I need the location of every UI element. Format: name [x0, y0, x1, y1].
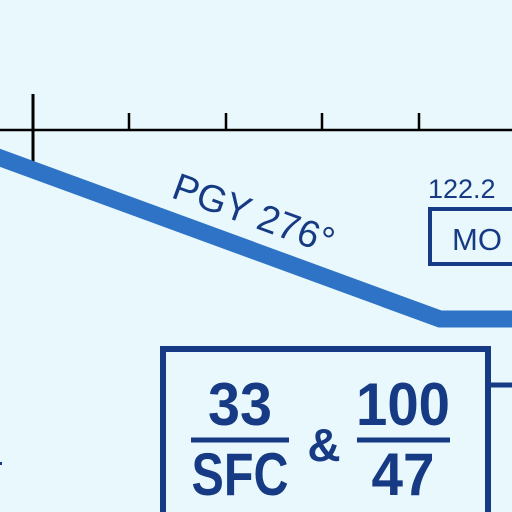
scale-tick-line [0, 94, 512, 170]
station-box [428, 207, 512, 266]
altitude-separator: & [307, 419, 340, 471]
altitude-left-bottom: SFC [192, 441, 289, 508]
altitude-right-bottom: 47 [372, 441, 435, 508]
altitude-box-border [160, 346, 491, 512]
frequency-label: 122.2 [428, 174, 496, 204]
station-box-text: MO [452, 222, 502, 257]
chart-speck [0, 462, 2, 465]
route-line [0, 148, 512, 328]
airspace-altitude-box: 33 SFC & 100 47 [160, 346, 512, 512]
altitude-right-top: 100 [356, 371, 450, 438]
altitude-left-top: 33 [208, 371, 272, 438]
